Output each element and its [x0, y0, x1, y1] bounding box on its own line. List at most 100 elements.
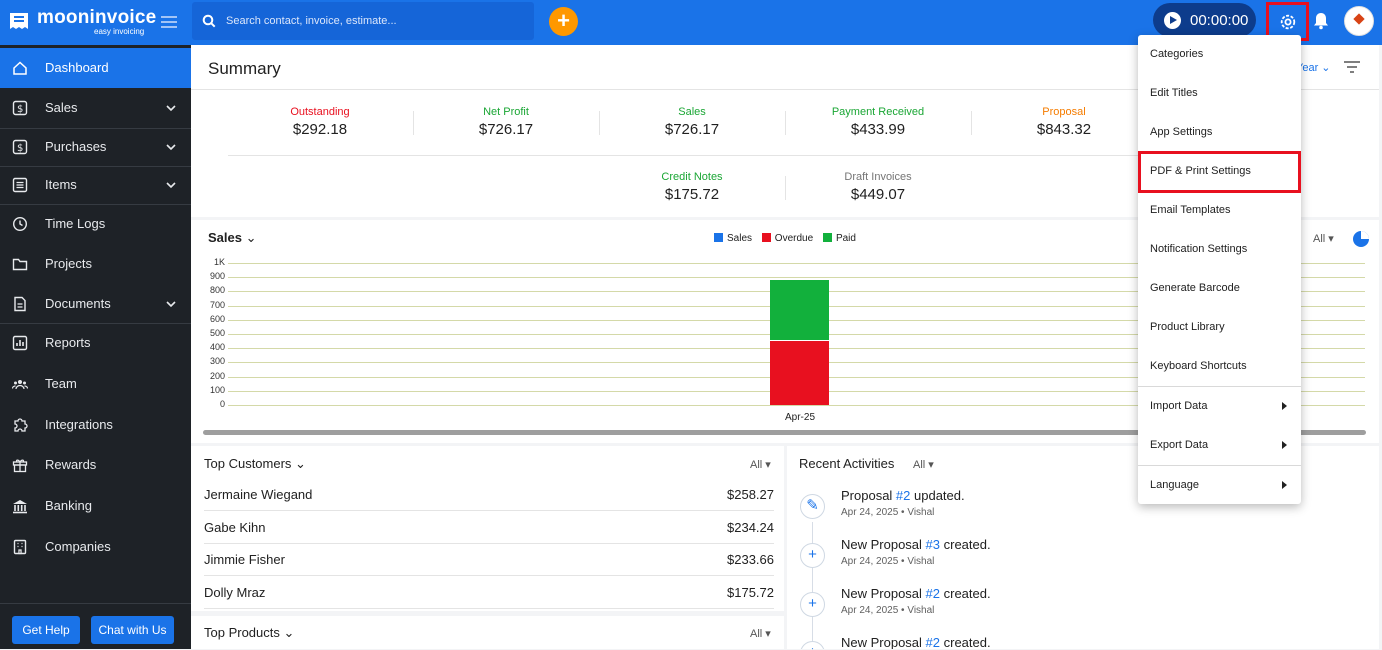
menu-item-language[interactable]: Language	[1138, 466, 1301, 505]
sidebar-item-companies[interactable]: Companies	[0, 527, 191, 567]
activity-text: Proposal #2 updated.	[841, 488, 965, 503]
sidebar-item-team[interactable]: Team	[0, 364, 191, 404]
filter-icon[interactable]	[1343, 60, 1361, 74]
app-logo[interactable]: mooninvoice easy invoicing	[8, 6, 156, 38]
sidebar-item-purchases[interactable]: $ Purchases	[0, 127, 191, 167]
timer-button[interactable]: 00:00:00	[1153, 3, 1256, 37]
purchase-icon: $	[12, 139, 28, 155]
chart-filter-value: All	[1313, 233, 1326, 245]
recent-activities-filter[interactable]: All ▾	[913, 459, 934, 471]
menu-item-edit-titles[interactable]: Edit Titles	[1138, 74, 1301, 113]
stat-draft-invoices[interactable]: Draft Invoices $449.07	[785, 171, 971, 203]
period-selector[interactable]: Year ⌄	[1296, 62, 1331, 74]
y-axis-tick-label: 500	[209, 328, 225, 338]
sales-chart-title[interactable]: Sales ⌄	[208, 230, 257, 245]
stat-label: Payment Received	[831, 106, 925, 118]
proposal-link[interactable]: #2	[895, 488, 911, 503]
menu-item-generate-barcode[interactable]: Generate Barcode	[1138, 269, 1301, 308]
menu-item-label: Language	[1150, 479, 1199, 491]
sidebar-item-label: Projects	[45, 256, 92, 271]
chart-filter[interactable]: All ▾	[1313, 233, 1334, 245]
table-row[interactable]: Gabe Kihn $234.24	[204, 512, 774, 544]
chart-scrollbar[interactable]	[203, 430, 1366, 435]
top-customers-filter[interactable]: All ▾	[750, 459, 771, 471]
menu-icon[interactable]	[160, 13, 178, 31]
stat-sales[interactable]: Sales $726.17	[599, 106, 785, 138]
gift-icon	[12, 459, 28, 473]
activity-item[interactable]: + New Proposal #2 created.	[797, 635, 1297, 649]
sidebar-item-label: Time Logs	[45, 216, 106, 231]
menu-item-categories[interactable]: Categories	[1138, 35, 1301, 74]
caret-right-icon	[1282, 481, 1287, 489]
bar-paid[interactable]	[770, 279, 829, 340]
stat-value: $843.32	[1036, 121, 1092, 138]
page-title: Summary	[208, 59, 281, 78]
menu-item-label: Import Data	[1150, 400, 1208, 412]
sidebar-item-reports[interactable]: Reports	[0, 323, 191, 363]
menu-item-label: Email Templates	[1150, 204, 1231, 216]
activity-item[interactable]: ✎ Proposal #2 updated. Apr 24, 2025 • Vi…	[797, 488, 1297, 536]
proposal-link[interactable]: #2	[925, 635, 941, 649]
legend-swatch-paid	[822, 233, 832, 242]
menu-item-app-settings[interactable]: App Settings	[1138, 113, 1301, 152]
sidebar-item-time-logs[interactable]: Time Logs	[0, 204, 191, 244]
sidebar-item-label: Dashboard	[45, 60, 109, 75]
gear-icon	[1280, 14, 1296, 30]
get-help-button[interactable]: Get Help	[12, 616, 80, 644]
search-input[interactable]	[226, 10, 526, 32]
sidebar-item-banking[interactable]: Banking	[0, 486, 191, 526]
top-products-title[interactable]: Top Products ⌄	[204, 625, 295, 640]
pie-chart-icon[interactable]	[1352, 230, 1370, 248]
stat-value: $175.72	[664, 186, 720, 203]
top-products-filter[interactable]: All ▾	[750, 628, 771, 640]
stat-payment-received[interactable]: Payment Received $433.99	[785, 106, 971, 138]
bell-icon[interactable]	[1313, 12, 1329, 30]
sidebar-item-items[interactable]: Items	[0, 165, 191, 205]
sidebar-item-rewards[interactable]: Rewards	[0, 445, 191, 485]
stat-proposal[interactable]: Proposal $843.32	[971, 106, 1157, 138]
y-axis-tick-label: 400	[209, 342, 225, 353]
stat-net-profit[interactable]: Net Profit $726.17	[413, 106, 599, 138]
chevron-down-icon	[166, 301, 176, 308]
top-customers-title[interactable]: Top Customers ⌄	[204, 456, 306, 471]
table-row[interactable]: Dolly Mraz $175.72	[204, 577, 774, 609]
table-row[interactable]: Jimmie Fisher $233.66	[204, 544, 774, 576]
proposal-link[interactable]: #2	[925, 586, 941, 601]
chat-with-us-button[interactable]: Chat with Us	[91, 616, 174, 644]
sidebar-item-sales[interactable]: $ Sales	[0, 88, 191, 128]
menu-item-product-library[interactable]: Product Library	[1138, 308, 1301, 347]
top-products-title-text: Top Products	[204, 625, 280, 640]
sidebar-item-projects[interactable]: Projects	[0, 244, 191, 284]
stat-outstanding[interactable]: Outstanding $292.18	[227, 106, 413, 138]
menu-item-email-templates[interactable]: Email Templates	[1138, 191, 1301, 230]
avatar[interactable]	[1344, 6, 1374, 36]
sidebar-item-label: Rewards	[45, 457, 97, 472]
bar-overdue[interactable]	[770, 340, 829, 405]
sidebar-item-integrations[interactable]: Integrations	[0, 405, 191, 445]
sidebar-item-label: Items	[45, 177, 77, 192]
search-bar[interactable]	[192, 2, 534, 40]
menu-item-pdf-print-settings[interactable]: PDF & Print Settings	[1138, 152, 1301, 191]
plus-icon: +	[800, 641, 825, 649]
menu-item-notification-settings[interactable]: Notification Settings	[1138, 230, 1301, 269]
search-icon	[202, 14, 216, 28]
menu-item-export-data[interactable]: Export Data	[1138, 426, 1301, 465]
sidebar-item-dashboard[interactable]: Dashboard	[0, 48, 191, 88]
activity-item[interactable]: + New Proposal #3 created. Apr 24, 2025 …	[797, 537, 1297, 585]
add-button[interactable]: +	[549, 7, 578, 36]
customer-amount: $258.27	[727, 487, 774, 502]
table-row[interactable]: Jermaine Wiegand $258.27	[204, 479, 774, 511]
activity-text: New Proposal #2 created.	[841, 586, 991, 601]
legend-swatch-overdue	[761, 233, 771, 242]
activity-item[interactable]: + New Proposal #2 created. Apr 24, 2025 …	[797, 586, 1297, 634]
stat-label: Outstanding	[290, 106, 350, 118]
stat-credit-notes[interactable]: Credit Notes $175.72	[599, 171, 785, 203]
sidebar-item-documents[interactable]: Documents	[0, 284, 191, 324]
menu-item-import-data[interactable]: Import Data	[1138, 387, 1301, 426]
proposal-link[interactable]: #3	[925, 537, 941, 552]
stat-value: $726.17	[664, 121, 720, 138]
sidebar-item-label: Integrations	[45, 417, 113, 432]
menu-item-keyboard-shortcuts[interactable]: Keyboard Shortcuts	[1138, 347, 1301, 386]
stat-value: $292.18	[292, 121, 348, 138]
filter-value: All	[750, 459, 763, 471]
